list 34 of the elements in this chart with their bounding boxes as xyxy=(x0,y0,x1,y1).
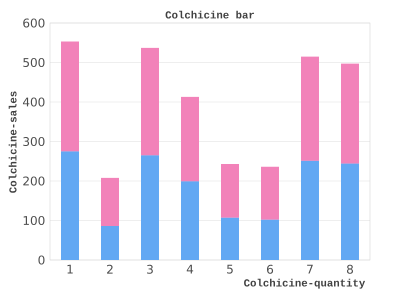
bar xyxy=(140,48,159,156)
bar xyxy=(180,181,199,260)
y-tick-label: 100 xyxy=(24,216,44,226)
bar xyxy=(260,166,279,220)
bar xyxy=(180,96,199,182)
y-tick-label: 0 xyxy=(38,255,44,265)
x-tick-label: 3 xyxy=(147,264,153,274)
y-tick-label: 400 xyxy=(22,97,44,107)
bar xyxy=(300,160,319,260)
x-tick-label: 7 xyxy=(307,264,313,274)
x-tick-label: 4 xyxy=(186,264,194,274)
y-tick-label: 500 xyxy=(23,58,44,68)
y-tick-label: 200 xyxy=(23,176,44,186)
x-axis-title: Colchicine-quantity xyxy=(244,278,366,289)
y-tick-label: 300 xyxy=(23,136,44,146)
bar xyxy=(220,218,239,260)
chart-title: Colchicine bar xyxy=(166,10,254,19)
bar xyxy=(300,56,319,161)
bar xyxy=(220,164,239,218)
bar xyxy=(100,226,119,260)
bar xyxy=(61,151,79,260)
x-tick-label: 8 xyxy=(346,264,353,274)
bar xyxy=(340,164,359,260)
bar xyxy=(61,42,79,152)
bar xyxy=(100,178,119,226)
x-tick-label: 1 xyxy=(68,264,73,274)
y-axis-title: Colchicine-sales xyxy=(8,91,17,193)
bar xyxy=(340,64,359,164)
x-tick-label: 6 xyxy=(267,264,274,274)
bar xyxy=(260,220,279,260)
x-tick-label: 2 xyxy=(107,264,113,274)
bar xyxy=(140,155,159,260)
y-tick-label: 600 xyxy=(23,18,44,28)
x-tick-label: 5 xyxy=(227,264,233,274)
